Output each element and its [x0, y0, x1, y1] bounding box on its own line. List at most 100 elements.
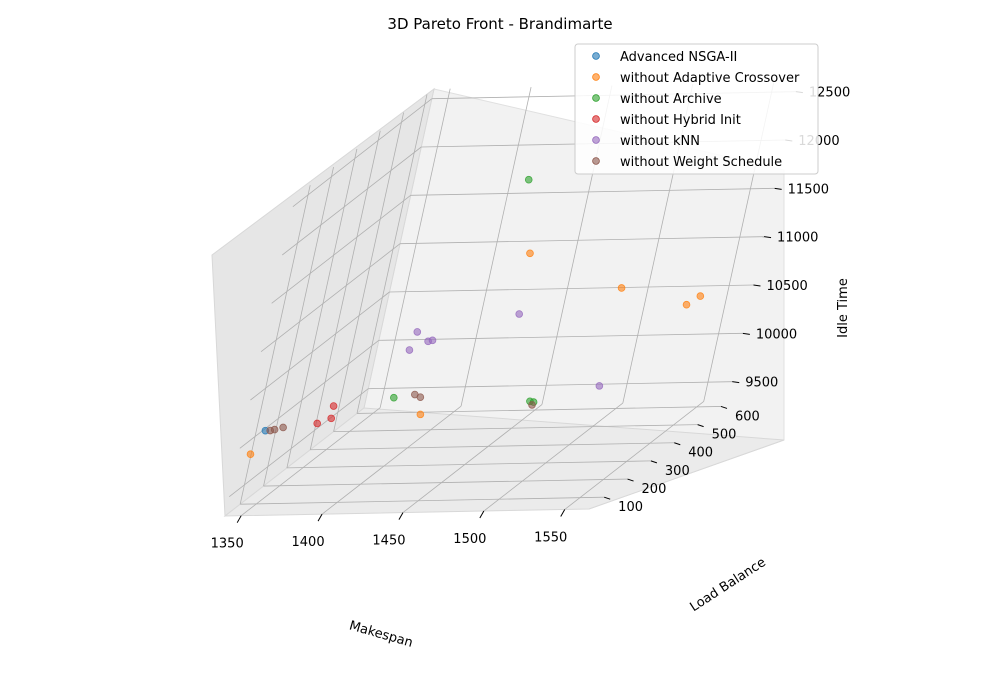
z-tick-label: 10500 — [766, 279, 807, 294]
x-tick-label: 1350 — [211, 537, 244, 552]
x-tick-mark — [560, 509, 566, 517]
grid-line-x — [460, 87, 532, 407]
x-tick-mark — [317, 513, 323, 522]
legend-marker — [592, 136, 600, 144]
grid-line-y — [333, 112, 405, 432]
z-tick-mark — [774, 187, 782, 190]
x-axis-label: Makespan — [347, 618, 414, 650]
grid-line-y — [240, 496, 605, 505]
grid-line-z — [282, 146, 422, 256]
grid-line-x — [564, 401, 704, 510]
grid-line-x — [240, 407, 381, 517]
legend: Advanced NSGA-II without Adaptive Crossov… — [574, 43, 819, 175]
x-tick-label: 1500 — [453, 532, 486, 547]
data-point — [405, 346, 414, 354]
legend-entry: without Hybrid Init — [620, 113, 741, 128]
data-point — [595, 382, 604, 390]
grid-line-y — [310, 442, 675, 451]
z-tick-label: 11000 — [777, 231, 818, 246]
y-tick-label: 500 — [712, 428, 737, 443]
y-tick-mark — [674, 442, 681, 446]
z-tick-mark — [732, 381, 740, 384]
data-points — [246, 175, 705, 459]
y-tick-label: 200 — [642, 482, 667, 497]
z-tick-label: 9500 — [745, 376, 778, 391]
data-point — [329, 402, 338, 410]
z-tick-mark — [742, 332, 750, 335]
x-tick-label: 1550 — [534, 530, 567, 545]
grid-line-y — [309, 130, 381, 450]
legend-marker — [592, 157, 600, 165]
z-tick-label: 12500 — [809, 86, 850, 101]
y-tick-label: 100 — [618, 500, 643, 515]
x-tick-mark — [398, 512, 404, 520]
legend-entry: without kNN — [620, 134, 700, 149]
grid-line-x — [321, 405, 462, 515]
grid-line-z — [292, 98, 433, 207]
grid-line-x — [379, 88, 451, 408]
legend-marker — [592, 115, 600, 123]
data-point — [515, 310, 523, 318]
data-point — [528, 401, 536, 409]
data-point — [313, 419, 322, 428]
data-point — [524, 175, 533, 184]
y-tick-mark — [720, 405, 728, 409]
data-point — [390, 393, 398, 402]
x-tick-mark — [479, 510, 485, 519]
z-tick-label: 10000 — [756, 327, 797, 342]
legend-entry: without Weight Schedule — [620, 155, 782, 170]
y-tick-mark — [650, 460, 658, 464]
grid-line-z — [410, 187, 775, 196]
z-tick-mark — [763, 236, 772, 239]
legend-frame — [574, 43, 819, 175]
grid-line-y — [333, 424, 698, 432]
y-tick-label: 600 — [735, 409, 760, 424]
data-point — [279, 423, 287, 432]
x-tick-label: 1400 — [292, 535, 325, 550]
legend-marker — [592, 52, 600, 60]
y-axis-label: Load Balance — [687, 555, 768, 615]
grid-line-z — [368, 381, 733, 390]
grid-line-x — [402, 404, 543, 513]
grid-line-y — [286, 148, 358, 468]
y-tick-mark — [604, 496, 611, 500]
data-point — [428, 336, 437, 345]
data-point — [617, 284, 626, 292]
grid-line-z — [271, 195, 411, 304]
grid-line-x — [483, 402, 624, 512]
data-point — [526, 249, 534, 258]
legend-entry: without Adaptive Crossover — [620, 71, 800, 86]
grid-line-y — [356, 94, 428, 414]
x-tick-mark — [236, 515, 242, 523]
legend-marker — [592, 94, 600, 102]
legend-marker — [592, 73, 600, 81]
legend-entry: without Archive — [620, 92, 722, 107]
grid-line-y — [263, 478, 628, 487]
grid-line-z — [250, 291, 390, 401]
y-tick-mark — [627, 478, 634, 482]
y-tick-label: 400 — [688, 446, 713, 461]
grid-line-z — [260, 243, 401, 352]
y-tick-mark — [697, 424, 704, 428]
grid-line-z — [400, 236, 765, 245]
data-point — [416, 410, 425, 419]
x-tick-label: 1450 — [372, 534, 405, 549]
grid-line-y — [286, 460, 651, 469]
floor-pane — [223, 407, 785, 517]
grid-line-z — [389, 284, 754, 293]
z-tick-label: 11500 — [788, 182, 829, 197]
grid-line-z — [378, 332, 743, 341]
chart-title: 3D Pareto Front - Brandimarte — [387, 15, 612, 33]
legend-entry: Advanced NSGA-II — [620, 50, 737, 65]
grid-lines — [228, 82, 796, 517]
data-point — [327, 414, 336, 423]
data-point — [413, 328, 422, 336]
z-tick-mark — [753, 284, 761, 287]
data-point — [416, 393, 425, 401]
data-point — [682, 300, 691, 309]
data-point — [246, 450, 255, 459]
z-axis-label: Idle Time — [836, 278, 851, 338]
data-point — [696, 292, 705, 300]
y-tick-label: 300 — [665, 464, 690, 479]
